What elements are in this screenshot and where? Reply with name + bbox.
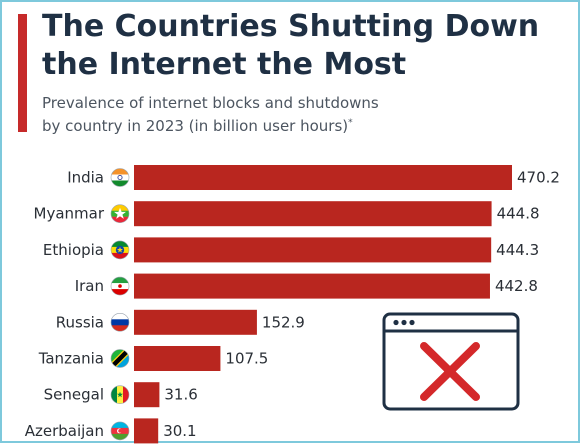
chart-subtitle-line-2: by country in 2023 (in billion user hour… [42, 117, 349, 135]
country-label: Senegal [44, 386, 104, 404]
country-label: India [67, 169, 104, 187]
value-label: 107.5 [225, 350, 268, 368]
bar [134, 237, 492, 263]
value-label: 31.6 [164, 386, 197, 404]
window-dot-icon [409, 319, 415, 326]
country-label: Tanzania [38, 350, 104, 368]
window-dot-icon [401, 319, 407, 326]
iran-flag-icon [110, 276, 130, 296]
country-label: Iran [75, 277, 104, 295]
browser-window-frame [382, 312, 520, 411]
value-label: 152.9 [262, 313, 305, 331]
bar [134, 382, 160, 408]
country-label: Ethiopia [43, 241, 104, 259]
chart-subtitle-line-1: Prevalence of internet blocks and shutdo… [42, 94, 379, 112]
bar [134, 309, 257, 335]
chart-title: The Countries Shutting Down the Internet… [42, 8, 582, 84]
ethiopia-flag-icon [110, 240, 130, 260]
value-label: 470.2 [517, 169, 560, 187]
value-label: 444.3 [496, 241, 539, 259]
country-label: Russia [56, 313, 104, 331]
chart-title-line-1: The Countries Shutting Down [42, 9, 540, 44]
browser-window-with-red-x-icon [382, 312, 520, 411]
red-x-icon-stroke [420, 342, 480, 401]
azerbaijan-flag-icon [110, 421, 130, 441]
bar [134, 201, 492, 227]
chart-subtitle: Prevalence of internet blocks and shutdo… [42, 93, 582, 136]
bar [134, 165, 512, 190]
value-label: 444.8 [497, 205, 540, 223]
russia-flag-icon [110, 312, 130, 332]
india-flag-icon [110, 168, 130, 187]
chart-title-line-2: the Internet the Most [42, 47, 407, 82]
senegal-flag-icon [110, 385, 130, 405]
window-dot-icon [393, 319, 399, 326]
footnote-mark: * [348, 118, 353, 128]
value-label: 30.1 [163, 422, 196, 440]
accent-bar [18, 14, 27, 132]
bar [134, 346, 221, 371]
value-label: 442.8 [495, 277, 538, 295]
country-label: Myanmar [34, 205, 105, 223]
bar [134, 418, 159, 444]
myanmar-flag-icon [110, 204, 130, 223]
chart-marks: India 470.2 Myanmar 444.8 Ethiopia 444.3 Iran 4… [25, 165, 560, 444]
tanzania-flag-icon [110, 349, 130, 368]
country-label: Azerbaijan [25, 422, 104, 440]
bar [134, 273, 490, 299]
